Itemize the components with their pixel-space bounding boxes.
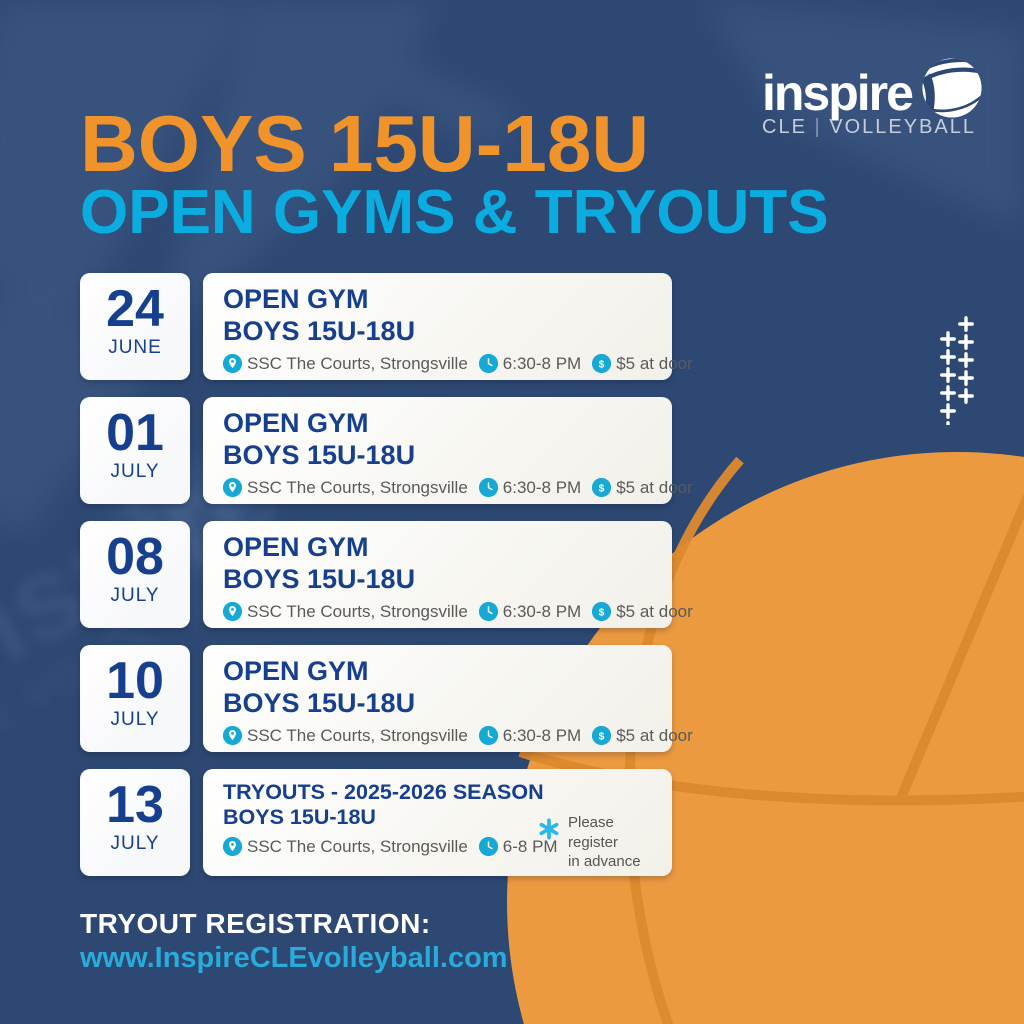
svg-text:$: $ xyxy=(599,732,605,743)
svg-text:$: $ xyxy=(599,608,605,619)
svg-text:$: $ xyxy=(599,360,605,371)
svg-text:$: $ xyxy=(599,484,605,495)
